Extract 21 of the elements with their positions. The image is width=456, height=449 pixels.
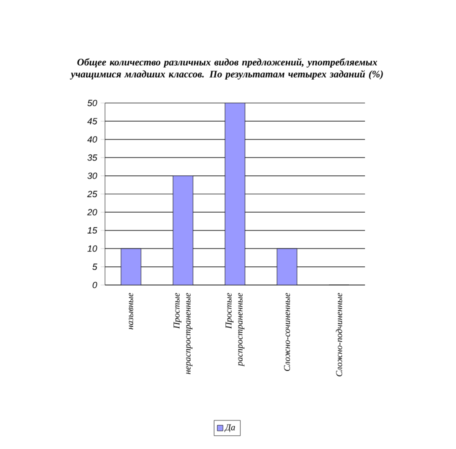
x-tick-label: Сложно-подчиненные xyxy=(336,292,342,376)
x-tick-label: Сложно-сочиненные xyxy=(284,292,290,371)
bar xyxy=(172,176,194,285)
y-tick-label: 50 xyxy=(87,100,98,106)
x-tick-label: назывные xyxy=(128,292,134,330)
y-tick-label: 10 xyxy=(87,245,98,252)
y-tick-label: 30 xyxy=(87,172,98,179)
y-tick-label: 5 xyxy=(92,264,98,270)
y-tick-label: 0 xyxy=(92,282,98,288)
y-tick-label: 15 xyxy=(87,227,98,234)
y-tick-label: 40 xyxy=(87,136,98,143)
legend-label: Да xyxy=(224,424,235,432)
y-tick-label: 35 xyxy=(87,154,98,161)
bar xyxy=(120,248,142,285)
y-tick-label: 25 xyxy=(87,190,98,198)
x-tick-label: Простые нераспространенные xyxy=(174,292,192,374)
y-tick-label: 20 xyxy=(87,209,98,216)
bar xyxy=(276,248,298,285)
y-tick-label: 45 xyxy=(87,118,98,124)
chart-title: Общее количество различных видов предложений, употребляемых учащимися младших классов. По результатам четырех заданий (%) xyxy=(70,58,383,80)
bar xyxy=(224,103,246,285)
